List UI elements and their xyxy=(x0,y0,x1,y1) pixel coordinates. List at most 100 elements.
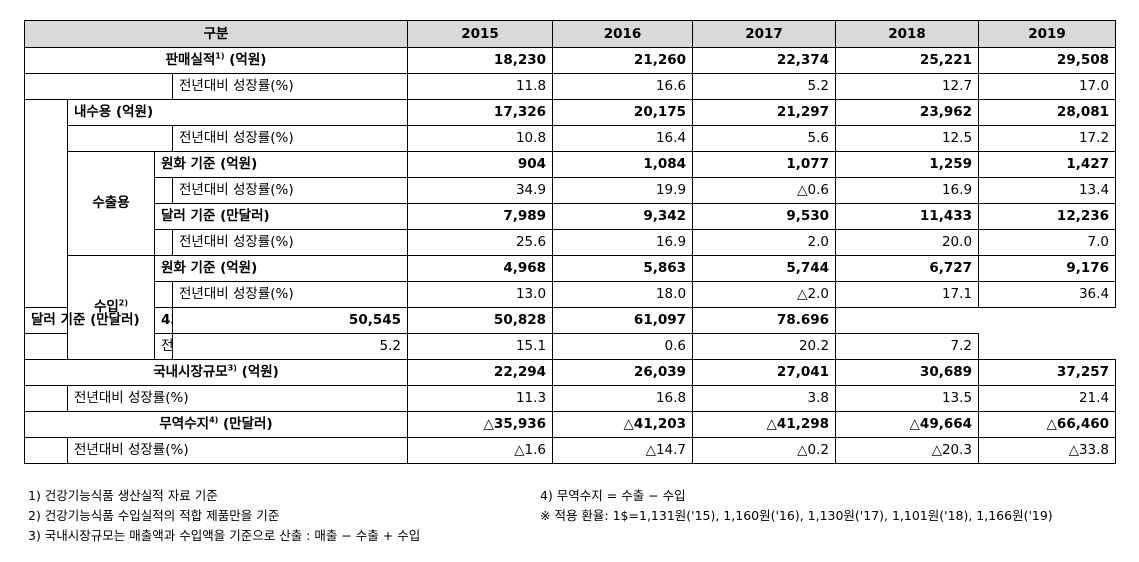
table-cell: 61,097 xyxy=(552,307,694,334)
statistics-table-container: 구분 2015 2016 2017 2018 2019 판매실적1) (억원) … xyxy=(23,20,1117,464)
footnote: 3) 국내시장규모는 매출액과 수입액을 기준으로 산출 : 매출 − 수출 +… xyxy=(28,528,421,543)
row-label-growth: 전년대비 성장률(%) xyxy=(154,333,173,360)
table-cell: 19.9 xyxy=(552,177,694,204)
table-cell: 10.8 xyxy=(407,125,554,152)
table-row-sales: 판매실적1) (억원) 18,230 21,260 22,374 25,221 … xyxy=(23,47,1117,74)
table-row-sales-growth: 전년대비 성장률(%) 11.8 16.6 5.2 12.7 17.0 xyxy=(24,73,1117,100)
table-cell: △66,460 xyxy=(978,411,1117,438)
table-cell: 2.0 xyxy=(692,229,837,256)
table-cell: 1,427 xyxy=(978,151,1117,178)
table-cell: 12.5 xyxy=(835,125,980,152)
header-year: 2017 xyxy=(692,20,837,48)
table-row-import-krw-growth: 전년대비 성장률(%) 13.0 18.0 △2.0 17.1 36.4 xyxy=(25,281,1117,308)
row-label-market: 국내시장규모3) (억원) xyxy=(23,359,409,386)
table-cell: 16.6 xyxy=(552,73,694,100)
footnote: 2) 건강기능식품 수입실적의 적합 제품만을 기준 xyxy=(28,508,280,523)
row-label-export-usd: 달러 기준 (만달러) xyxy=(153,203,409,230)
table-row-domestic: 내수용 (억원) 17,326 20,175 21,297 23,962 28,… xyxy=(24,99,1117,308)
table-cell: 20.2 xyxy=(692,333,837,360)
table-cell: 21.4 xyxy=(978,385,1117,412)
table-cell: 20,175 xyxy=(552,99,694,126)
row-label-import-krw: 원화 기준 (억원) xyxy=(153,255,409,282)
row-label-import-usd: 달러 기준 (만달러) xyxy=(24,307,155,334)
table-row-export-usd: 달러 기준 (만달러) 7,989 9,342 9,530 11,433 12,… xyxy=(25,203,1117,230)
table-cell: 9,530 xyxy=(692,203,837,230)
table-row-import-krw: 수입2) 원화 기준 (억원) 4,968 5,863 5,744 6,727 … xyxy=(25,255,1117,360)
table-cell: 36.4 xyxy=(978,281,1117,308)
table-cell: △14.7 xyxy=(552,437,694,464)
table-cell: 22,374 xyxy=(692,47,837,74)
table-cell: △0.2 xyxy=(692,437,837,464)
footnotes-right: 4) 무역수지 = 수출 − 수입 ※ 적용 환율: 1$=1,131원('15… xyxy=(540,486,1053,526)
table-cell: 1,259 xyxy=(835,151,980,178)
table-cell: 37,257 xyxy=(978,359,1117,386)
row-label-growth: 전년대비 성장률(%) xyxy=(171,125,409,152)
table-cell: 1,084 xyxy=(552,151,694,178)
table-cell: 9,342 xyxy=(552,203,694,230)
health-food-market-table: 구분 2015 2016 2017 2018 2019 판매실적1) (억원) … xyxy=(23,20,1117,464)
table-cell: 15.1 xyxy=(407,333,554,360)
header-year: 2016 xyxy=(552,20,694,48)
table-cell: 11.3 xyxy=(407,385,554,412)
table-cell: 34.9 xyxy=(407,177,554,204)
table-cell: 3.8 xyxy=(692,385,837,412)
table-cell: 29,508 xyxy=(978,47,1117,74)
indent-cell xyxy=(24,385,68,412)
footnote: ※ 적용 환율: 1$=1,131원('15), 1,160원('16), 1,… xyxy=(540,508,1053,523)
row-label-growth: 전년대비 성장률(%) xyxy=(171,281,409,308)
table-cell: 25.6 xyxy=(407,229,554,256)
table-cell: 5.2 xyxy=(692,73,837,100)
indent-cell xyxy=(24,437,68,464)
table-cell: 5,744 xyxy=(692,255,837,282)
header-category: 구분 xyxy=(23,20,409,48)
indent-cell xyxy=(154,281,173,308)
table-cell: 21,260 xyxy=(552,47,694,74)
table-cell: △41,298 xyxy=(692,411,837,438)
table-row-domestic-growth: 전년대비 성장률(%) 10.8 16.4 5.6 12.5 17.2 xyxy=(25,125,1117,152)
footnote: 1) 건강기능식품 생산실적 자료 기준 xyxy=(28,488,218,503)
table-cell: 18.0 xyxy=(552,281,694,308)
table-cell: 904 xyxy=(407,151,554,178)
table-cell: 5,863 xyxy=(552,255,694,282)
table-cell: 21,297 xyxy=(692,99,837,126)
table-cell: 9,176 xyxy=(978,255,1117,282)
row-label-growth: 전년대비 성장률(%) xyxy=(171,229,409,256)
row-label-domestic: 내수용 (억원) xyxy=(66,99,409,126)
table-cell: 16.4 xyxy=(552,125,694,152)
table-cell: 22,294 xyxy=(407,359,554,386)
table-cell: 5.6 xyxy=(692,125,837,152)
indent-cell xyxy=(67,125,173,152)
table-cell: △1.6 xyxy=(407,437,554,464)
indent-cell xyxy=(154,177,173,204)
row-label-export-krw: 원화 기준 (억원) xyxy=(153,151,409,178)
table-row-market: 국내시장규모3) (억원) 22,294 26,039 27,041 30,68… xyxy=(23,359,1117,386)
table-row-trade-growth: 전년대비 성장률(%) △1.6 △14.7 △0.2 △20.3 △33.8 xyxy=(24,437,1117,464)
table-cell: 17.0 xyxy=(978,73,1117,100)
table-cell: △2.0 xyxy=(692,281,837,308)
table-cell: 7.0 xyxy=(978,229,1117,256)
table-cell: 30,689 xyxy=(835,359,980,386)
table-cell: 16.8 xyxy=(552,385,694,412)
row-label-growth: 전년대비 성장률(%) xyxy=(171,73,409,100)
indent-cell xyxy=(24,99,68,308)
table-row-export-krw: 수출용 원화 기준 (억원) 904 1,084 1,077 1,259 1,4… xyxy=(25,151,1117,256)
table-cell: 6,727 xyxy=(835,255,980,282)
row-label-growth: 전년대비 성장률(%) xyxy=(66,437,409,464)
header-year: 2018 xyxy=(835,20,980,48)
row-group-export: 수출용 xyxy=(67,151,155,256)
table-row-export-usd-growth: 전년대비 성장률(%) 25.6 16.9 2.0 20.0 7.0 xyxy=(25,229,1117,256)
table-cell: △20.3 xyxy=(835,437,980,464)
row-label-trade: 무역수지4) (만달러) xyxy=(23,411,409,438)
table-cell: 78.696 xyxy=(692,307,837,334)
table-cell: 0.6 xyxy=(552,333,694,360)
table-cell: 43,925 xyxy=(154,307,173,334)
table-cell: 7.2 xyxy=(835,333,980,360)
header-year: 2019 xyxy=(978,20,1117,48)
footnote: 4) 무역수지 = 수출 − 수입 xyxy=(540,488,686,503)
table-cell: 18,230 xyxy=(407,47,554,74)
table-cell: 12.7 xyxy=(835,73,980,100)
table-cell: 17.2 xyxy=(978,125,1117,152)
table-cell: 4,968 xyxy=(407,255,554,282)
table-cell: 16.9 xyxy=(552,229,694,256)
row-label-growth: 전년대비 성장률(%) xyxy=(66,385,409,412)
